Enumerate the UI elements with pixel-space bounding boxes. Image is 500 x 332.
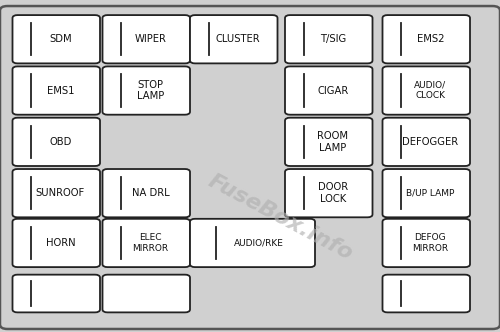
FancyBboxPatch shape [102,219,190,267]
FancyBboxPatch shape [190,15,278,63]
FancyBboxPatch shape [382,219,470,267]
Text: NA DRL: NA DRL [132,188,169,198]
FancyBboxPatch shape [190,219,315,267]
Text: SDM: SDM [49,34,72,44]
FancyBboxPatch shape [102,15,190,63]
FancyBboxPatch shape [102,275,190,312]
FancyBboxPatch shape [382,169,470,217]
FancyBboxPatch shape [12,118,100,166]
FancyBboxPatch shape [12,219,100,267]
FancyBboxPatch shape [382,15,470,63]
Text: OBD: OBD [49,137,72,147]
FancyBboxPatch shape [285,66,372,115]
Text: CLUSTER: CLUSTER [216,34,260,44]
Text: DEFOG
MIRROR: DEFOG MIRROR [412,233,448,253]
Text: FuseBox.info: FuseBox.info [204,171,356,264]
FancyBboxPatch shape [285,169,372,217]
Text: ROOM
LAMP: ROOM LAMP [318,131,348,153]
FancyBboxPatch shape [12,66,100,115]
FancyBboxPatch shape [102,169,190,217]
Text: CIGAR: CIGAR [318,86,348,96]
FancyBboxPatch shape [12,275,100,312]
FancyBboxPatch shape [0,6,500,329]
FancyBboxPatch shape [102,66,190,115]
Text: WIPER: WIPER [134,34,166,44]
Text: EMS1: EMS1 [46,86,74,96]
Text: B/UP LAMP: B/UP LAMP [406,189,454,198]
FancyBboxPatch shape [285,15,372,63]
FancyBboxPatch shape [382,118,470,166]
FancyBboxPatch shape [382,66,470,115]
FancyBboxPatch shape [382,275,470,312]
Text: AUDIO/RKE: AUDIO/RKE [234,238,283,247]
Text: STOP
LAMP: STOP LAMP [137,80,164,101]
Text: DEFOGGER: DEFOGGER [402,137,458,147]
Text: AUDIO/
CLOCK: AUDIO/ CLOCK [414,81,446,100]
Text: T/SIG: T/SIG [320,34,346,44]
Text: ELEC
MIRROR: ELEC MIRROR [132,233,168,253]
Text: HORN: HORN [46,238,75,248]
FancyBboxPatch shape [285,118,372,166]
Text: DOOR
LOCK: DOOR LOCK [318,182,348,204]
FancyBboxPatch shape [12,169,100,217]
Text: EMS2: EMS2 [416,34,444,44]
Text: SUNROOF: SUNROOF [36,188,85,198]
FancyBboxPatch shape [12,15,100,63]
